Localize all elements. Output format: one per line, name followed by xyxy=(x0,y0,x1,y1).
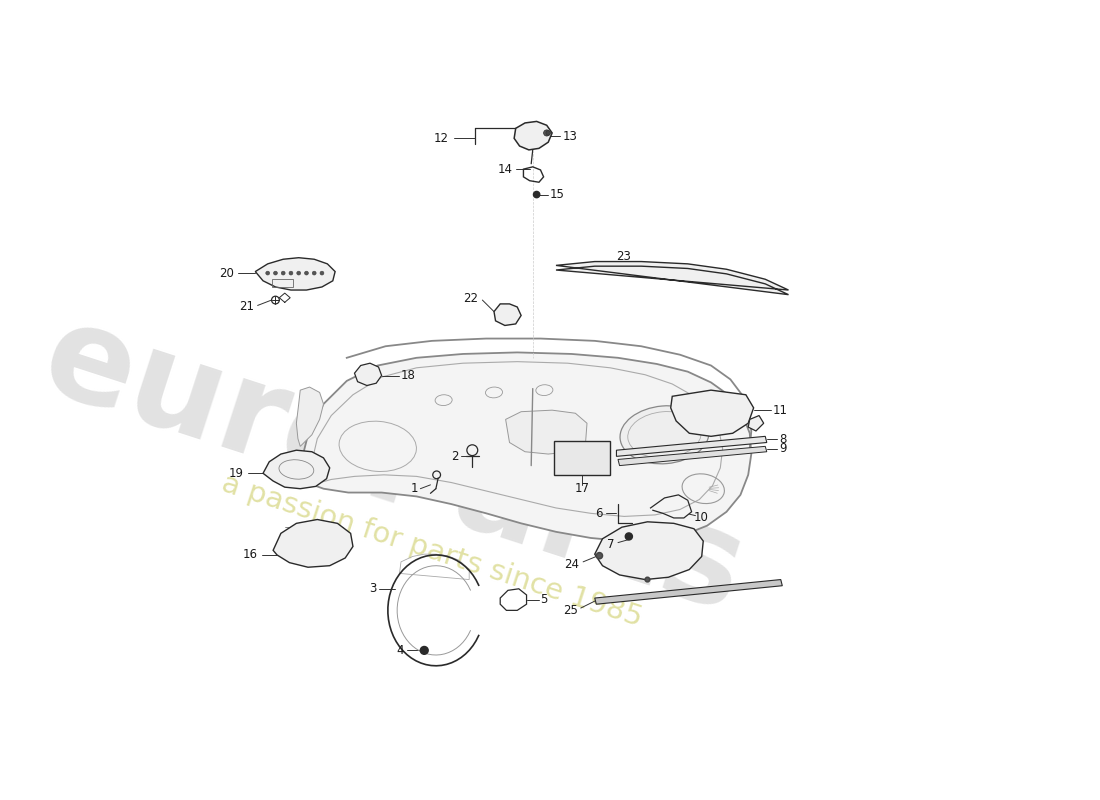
Text: 10: 10 xyxy=(694,511,708,525)
Text: 25: 25 xyxy=(563,604,578,617)
Text: 9: 9 xyxy=(779,442,786,455)
Text: 17: 17 xyxy=(575,482,590,495)
Circle shape xyxy=(282,271,285,275)
Circle shape xyxy=(420,646,428,654)
Circle shape xyxy=(297,271,300,275)
Polygon shape xyxy=(296,387,323,446)
Text: euroParts: euroParts xyxy=(28,293,759,638)
Circle shape xyxy=(305,271,308,275)
Polygon shape xyxy=(616,436,767,456)
Text: 1: 1 xyxy=(410,482,418,495)
Polygon shape xyxy=(748,415,763,431)
Text: 13: 13 xyxy=(562,130,578,142)
Polygon shape xyxy=(556,262,789,294)
Circle shape xyxy=(534,191,540,198)
Polygon shape xyxy=(514,122,552,150)
Circle shape xyxy=(546,130,551,135)
Text: a passion for parts since 1985: a passion for parts since 1985 xyxy=(218,469,646,632)
Text: 4: 4 xyxy=(397,644,404,657)
Circle shape xyxy=(274,271,277,275)
Text: 18: 18 xyxy=(402,369,416,382)
Text: 22: 22 xyxy=(463,292,478,305)
Polygon shape xyxy=(671,390,754,436)
Text: 14: 14 xyxy=(497,162,513,176)
Text: 6: 6 xyxy=(595,507,603,520)
Circle shape xyxy=(289,271,293,275)
Text: 16: 16 xyxy=(243,549,257,562)
Polygon shape xyxy=(494,304,521,326)
Text: 5: 5 xyxy=(540,593,548,606)
Text: 11: 11 xyxy=(773,404,788,417)
Text: 23: 23 xyxy=(616,250,631,262)
Circle shape xyxy=(645,578,650,582)
Polygon shape xyxy=(595,579,782,604)
Ellipse shape xyxy=(620,406,710,464)
Polygon shape xyxy=(595,522,703,579)
Circle shape xyxy=(312,271,316,275)
Circle shape xyxy=(320,271,323,275)
Text: 3: 3 xyxy=(368,582,376,595)
Circle shape xyxy=(266,271,270,275)
Polygon shape xyxy=(354,363,382,386)
Text: 12: 12 xyxy=(434,132,449,145)
Polygon shape xyxy=(300,353,751,541)
Polygon shape xyxy=(554,441,610,475)
Circle shape xyxy=(626,533,632,540)
Circle shape xyxy=(596,553,603,558)
Text: 21: 21 xyxy=(239,300,254,313)
Text: 8: 8 xyxy=(779,433,786,446)
Polygon shape xyxy=(263,450,330,489)
Text: 20: 20 xyxy=(220,266,234,280)
Text: 19: 19 xyxy=(229,467,244,480)
Polygon shape xyxy=(273,519,353,567)
Text: 15: 15 xyxy=(550,188,564,201)
Text: 24: 24 xyxy=(564,558,580,570)
Polygon shape xyxy=(255,258,336,290)
Polygon shape xyxy=(506,410,587,454)
Circle shape xyxy=(543,130,550,136)
Text: 7: 7 xyxy=(607,538,615,550)
Polygon shape xyxy=(618,446,767,466)
Text: 2: 2 xyxy=(452,450,459,463)
